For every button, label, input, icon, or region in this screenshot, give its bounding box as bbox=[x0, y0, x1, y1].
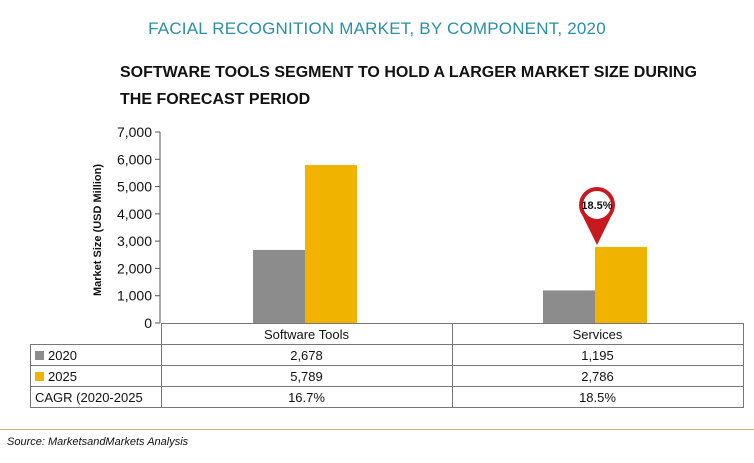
annotation-pointer bbox=[582, 215, 612, 245]
table-cell: 2,786 bbox=[451, 365, 744, 387]
y-tick-label: 4,000 bbox=[117, 206, 152, 222]
table-cell: 1,195 bbox=[451, 344, 744, 366]
legend-swatch-2020 bbox=[35, 350, 44, 360]
bar-services-2020 bbox=[543, 290, 595, 323]
y-tick-label: 0 bbox=[144, 315, 152, 330]
chart-title: FACIAL RECOGNITION MARKET, BY COMPONENT,… bbox=[148, 19, 606, 38]
source-divider bbox=[0, 429, 754, 430]
y-tick-label: 7,000 bbox=[117, 124, 152, 140]
annotation-marker-inner bbox=[583, 190, 611, 219]
row-label-cagr: CAGR (2020-2025 bbox=[30, 386, 162, 408]
table-header-row: Software Tools Services bbox=[30, 323, 744, 345]
y-tick-label: 6,000 bbox=[117, 151, 152, 167]
bar-services-2025 bbox=[595, 246, 647, 323]
row-label-2020: 2020 bbox=[30, 344, 162, 366]
legend-swatch-2025 bbox=[35, 371, 44, 381]
annotation-label: 18.5% bbox=[581, 200, 612, 212]
y-axis-label: Market Size (USD Million) bbox=[92, 163, 104, 297]
bar-software-tools-2025 bbox=[305, 165, 357, 323]
table-cell: 5,789 bbox=[160, 365, 453, 387]
y-tick-label: 3,000 bbox=[117, 233, 152, 249]
chart-subtitle: SOFTWARE TOOLS SEGMENT TO HOLD A LARGER … bbox=[120, 64, 697, 108]
bar-chart: 0 1,000 2,000 3,000 4,000 5,000 6,000 7,000 18.5… bbox=[117, 124, 647, 330]
table-cell: 2,678 bbox=[160, 344, 453, 366]
source-note: Source: MarketsandMarkets Analysis bbox=[7, 436, 189, 448]
category-label-services: Services bbox=[451, 323, 744, 345]
table-row: CAGR (2020-2025 16.7% 18.5% bbox=[30, 386, 744, 408]
row-label-text: 2025 bbox=[48, 368, 77, 384]
data-table: Software Tools Services 2020 2,678 1,195… bbox=[30, 323, 744, 408]
y-tick-label: 5,000 bbox=[117, 179, 152, 195]
y-tick-label: 1,000 bbox=[117, 288, 152, 304]
table-cell: 16.7% bbox=[160, 386, 453, 408]
row-label-text: CAGR (2020-2025 bbox=[35, 389, 143, 405]
y-tick-label: 2,000 bbox=[117, 260, 152, 276]
table-row: 2025 5,789 2,786 bbox=[30, 365, 744, 387]
category-label-software-tools: Software Tools bbox=[160, 323, 453, 345]
row-label-2025: 2025 bbox=[30, 365, 162, 387]
table-cell: 18.5% bbox=[451, 386, 744, 408]
row-label-text: 2020 bbox=[48, 347, 77, 363]
table-corner bbox=[30, 323, 162, 345]
bar-software-tools-2020 bbox=[253, 249, 305, 323]
table-row: 2020 2,678 1,195 bbox=[30, 344, 744, 366]
